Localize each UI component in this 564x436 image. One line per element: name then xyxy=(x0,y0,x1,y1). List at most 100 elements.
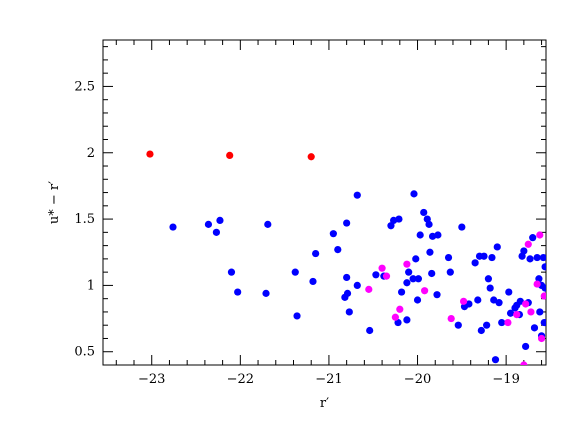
data-point xyxy=(212,228,221,236)
data-point xyxy=(264,220,272,228)
data-point xyxy=(488,253,496,262)
data-point xyxy=(365,285,373,293)
data-point xyxy=(539,253,546,262)
data-point xyxy=(524,240,532,248)
data-point xyxy=(414,275,423,283)
data-point xyxy=(505,288,513,296)
data-point xyxy=(412,255,420,263)
data-point xyxy=(483,321,491,329)
data-point xyxy=(433,291,441,299)
y-tick-label: 2 xyxy=(87,146,95,161)
axis-ticks xyxy=(103,40,546,366)
data-point xyxy=(529,234,537,242)
data-point xyxy=(428,269,436,278)
data-point xyxy=(396,305,404,313)
data-point xyxy=(216,216,224,225)
data-point xyxy=(434,231,442,239)
x-tick-label: −22 xyxy=(227,372,254,387)
data-point xyxy=(522,300,530,308)
data-point xyxy=(541,263,546,271)
x-tick-label: −23 xyxy=(138,372,165,387)
data-point xyxy=(343,219,351,227)
data-point xyxy=(522,342,530,351)
data-point xyxy=(397,288,406,296)
data-point xyxy=(425,220,433,228)
data-point xyxy=(530,324,539,332)
data-point xyxy=(409,275,417,283)
data-point xyxy=(533,280,541,288)
data-point xyxy=(312,249,320,258)
data-points xyxy=(146,150,546,365)
data-point xyxy=(345,308,353,316)
data-point xyxy=(382,272,391,280)
plot-frame xyxy=(102,39,547,366)
data-point xyxy=(366,326,374,335)
x-tick-label: −20 xyxy=(404,372,431,387)
data-point xyxy=(536,231,544,239)
data-point xyxy=(540,292,546,300)
data-point xyxy=(506,309,515,317)
data-point xyxy=(416,231,424,239)
data-point xyxy=(537,334,546,343)
data-point xyxy=(234,288,242,296)
data-point xyxy=(484,275,493,283)
data-point xyxy=(541,284,546,292)
data-point xyxy=(540,318,546,327)
data-point xyxy=(465,300,473,308)
data-point xyxy=(498,318,506,327)
data-point xyxy=(394,318,402,327)
data-point xyxy=(307,153,315,161)
x-axis-title: r′ xyxy=(320,396,329,411)
y-tick-label: 0.5 xyxy=(74,345,95,360)
data-point xyxy=(372,271,380,279)
data-point xyxy=(405,268,413,276)
data-point xyxy=(391,313,399,321)
data-point xyxy=(486,284,494,292)
data-point xyxy=(169,223,177,231)
data-point xyxy=(421,287,429,295)
data-point xyxy=(334,245,342,254)
data-point xyxy=(291,268,299,276)
data-point xyxy=(329,230,337,238)
data-point xyxy=(446,268,454,276)
data-point xyxy=(413,296,422,304)
y-tick-label: 1 xyxy=(87,278,95,293)
data-point xyxy=(378,264,386,272)
data-point xyxy=(353,191,361,199)
data-point xyxy=(403,279,411,287)
data-point xyxy=(387,222,395,230)
data-point xyxy=(454,321,462,329)
data-point xyxy=(490,296,498,304)
data-point xyxy=(527,308,535,316)
data-point xyxy=(516,297,524,305)
y-tick-label: 1.5 xyxy=(74,212,95,227)
data-point xyxy=(471,259,479,267)
data-point xyxy=(204,220,213,228)
data-point xyxy=(520,247,528,255)
data-point xyxy=(477,326,485,335)
data-point xyxy=(146,150,154,158)
data-point xyxy=(293,312,301,320)
y-axis-title: u* − r′ xyxy=(47,181,62,224)
data-point xyxy=(495,299,503,307)
x-tick-label: −19 xyxy=(492,372,519,387)
data-point xyxy=(493,243,501,251)
data-point xyxy=(403,316,411,324)
data-point xyxy=(353,281,361,290)
data-point xyxy=(491,356,500,364)
data-point xyxy=(533,253,541,262)
data-point xyxy=(480,252,488,260)
data-point xyxy=(520,361,528,365)
data-point xyxy=(226,151,234,160)
data-point xyxy=(526,255,534,263)
data-point xyxy=(262,289,270,297)
data-point xyxy=(343,289,352,297)
data-point xyxy=(474,296,482,304)
data-point xyxy=(460,297,468,305)
data-point xyxy=(227,268,236,276)
data-point xyxy=(447,314,455,323)
data-point xyxy=(426,248,434,256)
data-point xyxy=(309,277,317,286)
data-point xyxy=(410,190,418,198)
